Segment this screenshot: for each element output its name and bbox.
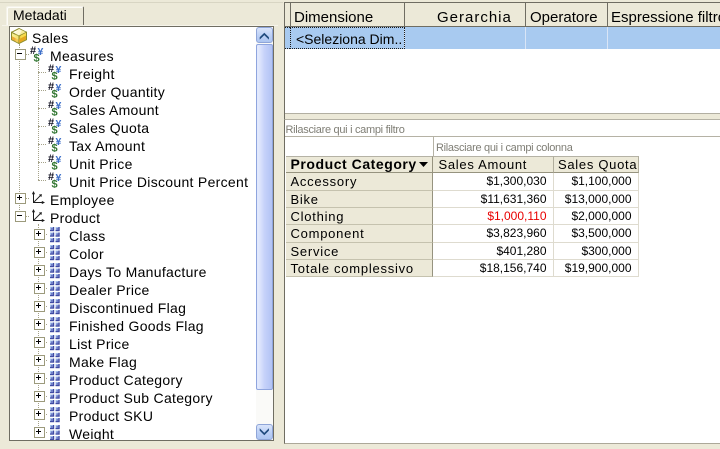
svg-text:#: # [48, 81, 54, 93]
svg-text:$: $ [52, 125, 58, 135]
svg-text:¥: ¥ [56, 154, 62, 166]
svg-text:¥: ¥ [56, 64, 62, 76]
svg-text:#: # [48, 63, 54, 75]
svg-text:¥: ¥ [56, 100, 62, 112]
svg-text:#: # [48, 135, 54, 147]
svg-text:¥: ¥ [56, 82, 62, 94]
svg-text:$: $ [52, 89, 58, 99]
svg-text:$: $ [52, 107, 58, 117]
svg-text:$: $ [52, 71, 58, 81]
svg-text:$: $ [34, 53, 40, 63]
svg-text:¥: ¥ [56, 118, 62, 130]
svg-text:#: # [48, 153, 54, 165]
svg-text:#: # [48, 99, 54, 111]
svg-text:#: # [48, 117, 54, 129]
svg-text:¥: ¥ [38, 46, 44, 58]
svg-text:$: $ [52, 143, 58, 153]
svg-text:#: # [48, 171, 54, 183]
svg-text:$: $ [52, 179, 58, 189]
svg-text:$: $ [52, 161, 58, 171]
svg-text:¥: ¥ [56, 136, 62, 148]
svg-text:#: # [30, 45, 36, 57]
svg-text:¥: ¥ [56, 172, 62, 184]
